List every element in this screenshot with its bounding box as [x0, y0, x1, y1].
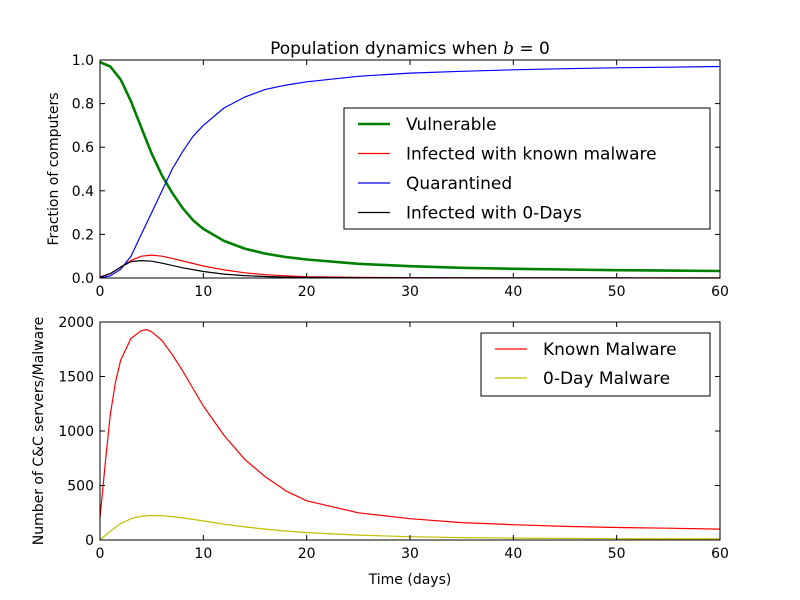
- legend-box: [480, 332, 711, 397]
- y-tick-label: 500: [67, 479, 94, 495]
- top-subplot: Population dynamics when b = 0 Fraction …: [46, 39, 729, 300]
- top-plot-area: 0 10 20 30 40 50 60 0.0 0.2 0.4 0.6 0.8 1.0 Vulnerabl…: [72, 53, 729, 300]
- legend-box: [343, 107, 711, 230]
- title-math-symbol: b: [503, 39, 514, 59]
- y-tick-label: 0.2: [72, 227, 94, 243]
- title-text: Population dynamics when: [270, 39, 503, 59]
- y-tick-label: 0.8: [72, 97, 94, 113]
- x-tick-label: 50: [608, 284, 626, 300]
- x-tick-label: 0: [96, 284, 105, 300]
- series-line-0-2: [99, 65, 721, 279]
- bottom-y-axis-label: Number of C&C servers/Malware: [31, 317, 47, 546]
- x-tick-label: 50: [608, 546, 626, 562]
- y-tick-label: 0.4: [72, 184, 94, 200]
- legend-label: Infected with known malware: [406, 145, 657, 165]
- series-line-1-0: [99, 329, 721, 530]
- y-tick-label: 0.0: [72, 271, 94, 287]
- legend-label: Known Malware: [543, 340, 677, 360]
- y-tick-label: 2000: [58, 315, 94, 331]
- legend-label: Vulnerable: [406, 115, 497, 135]
- legend-label: 0-Day Malware: [543, 369, 670, 389]
- legend-label: Infected with 0-Days: [406, 204, 582, 224]
- bottom-subplot: Number of C&C servers/Malware Time (days…: [31, 315, 729, 588]
- x-tick-label: 20: [298, 546, 316, 562]
- legend-label: Quarantined: [406, 174, 512, 194]
- x-tick-label: 30: [401, 546, 419, 562]
- x-tick-label: 10: [194, 546, 212, 562]
- top-y-axis-label: Fraction of computers: [46, 92, 62, 245]
- y-tick-label: 1.0: [72, 53, 94, 69]
- x-tick-label: 0: [96, 546, 105, 562]
- y-tick-label: 1500: [58, 370, 94, 386]
- x-tick-label: 30: [401, 284, 419, 300]
- series-line-0-0: [99, 61, 721, 273]
- y-tick-label: 0: [85, 533, 94, 549]
- y-tick-label: 1000: [58, 424, 94, 440]
- x-tick-label: 40: [504, 284, 522, 300]
- x-tick-label: 10: [194, 284, 212, 300]
- bottom-plot-area: 0 10 20 30 40 50 60 0 500 1000 1500 2000 Known Malwa…: [58, 315, 729, 562]
- x-tick-label: 60: [711, 284, 729, 300]
- x-tick-label: 60: [711, 546, 729, 562]
- x-tick-label: 20: [298, 284, 316, 300]
- series-line-1-1: [99, 514, 721, 541]
- y-tick-label: 0.6: [72, 140, 94, 156]
- x-tick-label: 40: [504, 546, 522, 562]
- top-chart-title: Population dynamics when b = 0: [270, 39, 550, 59]
- bottom-x-axis-label: Time (days): [368, 572, 452, 588]
- title-tail: = 0: [514, 39, 550, 59]
